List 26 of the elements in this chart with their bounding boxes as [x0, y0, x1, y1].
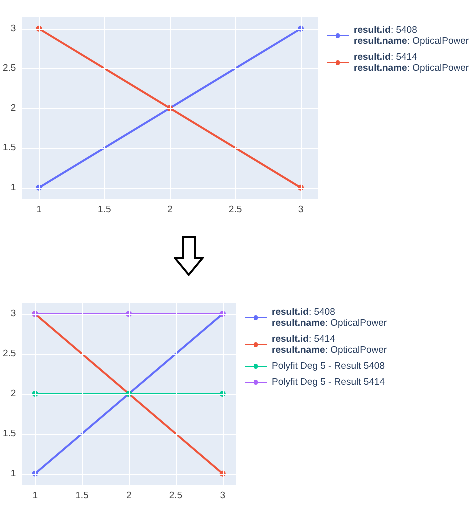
y-tick-label: 1	[10, 182, 16, 194]
legend-label: result.id: 5408 result.name: OpticalPower	[272, 307, 388, 329]
x-tick-label: 1	[36, 204, 42, 216]
y-tick-label: 2.5	[2, 348, 16, 360]
x-tick-label: 1.5	[76, 490, 89, 502]
x-tick-label: 3	[220, 490, 226, 502]
legend-label: result.id: 5408 result.name: OpticalPower	[354, 25, 470, 47]
legend-label: result.id: 5414 result.name: OpticalPower	[272, 334, 388, 356]
x-tick-label: 3	[298, 204, 304, 216]
y-tick-label: 3	[10, 23, 16, 34]
x-tick-label: 2	[126, 490, 132, 502]
x-tick-label: 2.5	[228, 204, 242, 216]
y-tick-label: 3	[10, 308, 16, 320]
x-tick-label: 1.5	[98, 204, 112, 216]
y-tick-label: 1	[10, 468, 16, 480]
y-tick-label: 1.5	[2, 142, 16, 154]
y-tick-label: 2.5	[2, 63, 16, 74]
legend-label: Polyfit Deg 5 - Result 5414	[272, 377, 386, 388]
y-tick-label: 1.5	[2, 428, 16, 440]
x-tick-label: 1	[32, 490, 38, 502]
x-tick-label: 2.5	[169, 490, 183, 502]
y-tick-label: 2	[10, 102, 16, 114]
legend-label: Polyfit Deg 5 - Result 5408	[272, 361, 386, 372]
y-tick-label: 2	[10, 388, 16, 400]
x-tick-label: 2	[167, 204, 173, 216]
legend-label: result.id: 5414 result.name: OpticalPower	[354, 52, 470, 74]
